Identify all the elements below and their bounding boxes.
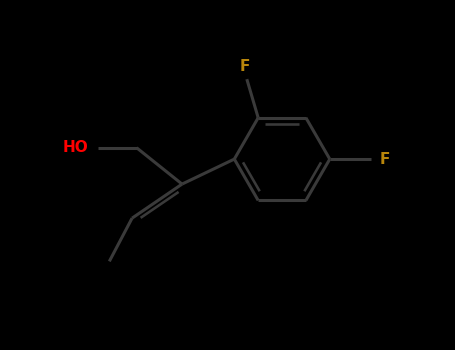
Text: HO: HO	[62, 140, 88, 155]
Text: F: F	[239, 59, 250, 74]
Text: F: F	[379, 152, 389, 167]
